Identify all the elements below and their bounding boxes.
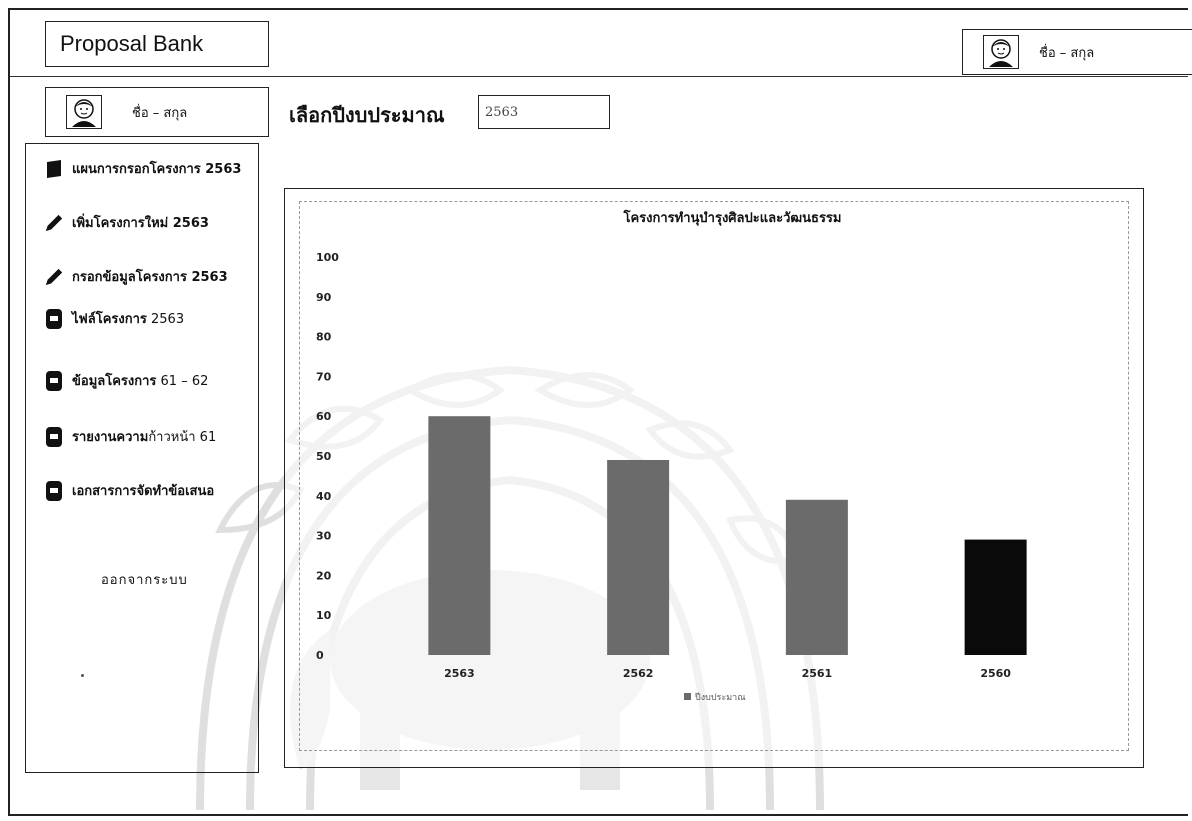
sidebar-user-profile[interactable]: ชื่อ – สกุล	[45, 87, 269, 137]
y-tick-label: 70	[316, 370, 332, 383]
y-tick-label: 20	[316, 569, 332, 582]
header-divider	[10, 76, 1188, 77]
pencil-icon	[44, 213, 64, 233]
x-tick-label: 2561	[802, 667, 833, 680]
y-tick-label: 30	[316, 530, 332, 543]
file-icon	[44, 480, 64, 501]
file-icon	[44, 370, 64, 391]
header-user-name: ชื่อ – สกุล	[1039, 45, 1095, 61]
y-tick-label: 100	[316, 251, 339, 264]
legend-label: ปีงบประมาณ	[695, 692, 746, 703]
sidebar-item-label: เอกสารการจัดทำข้อเสนอ	[72, 484, 215, 499]
chart-title: โครงการทำนุบำรุงศิลปะและวัฒนธรรม	[623, 209, 842, 226]
sidebar-item-add-project[interactable]: เพิ่มโครงการใหม่ 2563	[44, 212, 209, 233]
y-tick-label: 90	[316, 291, 332, 304]
y-tick-label: 50	[316, 450, 332, 463]
x-tick-label: 2563	[444, 667, 475, 680]
sidebar-item-label: ข้อมูลโครงการ 61 – 62	[72, 374, 209, 389]
sidebar: แผนการกรอกโครงการ 2563 เพิ่มโครงการใหม่ …	[25, 143, 259, 773]
pencil-icon	[44, 267, 64, 287]
x-tick-label: 2560	[980, 667, 1011, 680]
fiscal-year-input[interactable]	[478, 95, 610, 129]
sidebar-item-label: แผนการกรอกโครงการ 2563	[72, 162, 242, 177]
file-icon	[44, 308, 64, 329]
chart-area: โครงการทำนุบำรุงศิลปะและวัฒนธรรม 0 10 20 30 4…	[299, 201, 1129, 751]
y-tick-label: 80	[316, 331, 332, 344]
header-user-profile[interactable]: ชื่อ – สกุล	[962, 29, 1192, 75]
brand-logo[interactable]: Proposal Bank	[45, 21, 269, 67]
sidebar-item-progress-report[interactable]: รายงานความก้าวหน้า 61	[44, 426, 216, 447]
bar-2561	[785, 499, 848, 655]
fiscal-year-label: เลือกปีงบประมาณ	[289, 103, 445, 127]
sidebar-item-project-files[interactable]: ไฟล์โครงการ 2563	[44, 308, 184, 329]
chart-panel: โครงการทำนุบำรุงศิลปะและวัฒนธรรม 0 10 20 30 4…	[284, 188, 1144, 768]
sidebar-user-name: ชื่อ – สกุล	[132, 105, 188, 121]
bar-2563	[428, 416, 491, 655]
book-icon	[44, 159, 64, 179]
sidebar-item-label: รายงานความก้าวหน้า 61	[72, 430, 217, 445]
y-tick-label: 0	[316, 649, 324, 662]
bar-chart: โครงการทำนุบำรุงศิลปะและวัฒนธรรม 0 10 20 30 4…	[316, 209, 1027, 703]
chart-legend: ปีงบประมาณ	[684, 692, 746, 703]
sidebar-item-label: เพิ่มโครงการใหม่ 2563	[72, 216, 209, 231]
y-tick-label: 40	[316, 490, 332, 503]
sidebar-item-label: กรอกข้อมูลโครงการ 2563	[72, 270, 228, 285]
sidebar-item-plan[interactable]: แผนการกรอกโครงการ 2563	[44, 158, 241, 179]
bar-2560	[964, 539, 1027, 655]
sidebar-item-fill-project[interactable]: กรอกข้อมูลโครงการ 2563	[44, 266, 228, 287]
sidebar-item-project-data[interactable]: ข้อมูลโครงการ 61 – 62	[44, 370, 208, 391]
y-tick-label: 10	[316, 609, 332, 622]
file-icon	[44, 426, 64, 447]
user-avatar-icon	[66, 95, 102, 129]
legend-swatch	[684, 693, 691, 700]
user-avatar-icon	[983, 35, 1019, 69]
x-tick-label: 2562	[623, 667, 654, 680]
logout-link[interactable]: ออกจากระบบ	[101, 573, 188, 588]
bar-2562	[607, 459, 670, 655]
sidebar-item-label: ไฟล์โครงการ 2563	[72, 312, 185, 327]
sidebar-item-proposal-docs[interactable]: เอกสารการจัดทำข้อเสนอ	[44, 480, 214, 501]
y-tick-label: 60	[316, 410, 332, 423]
window-frame	[8, 8, 1188, 816]
speck	[81, 674, 84, 677]
brand-title: Proposal Bank	[60, 31, 204, 56]
